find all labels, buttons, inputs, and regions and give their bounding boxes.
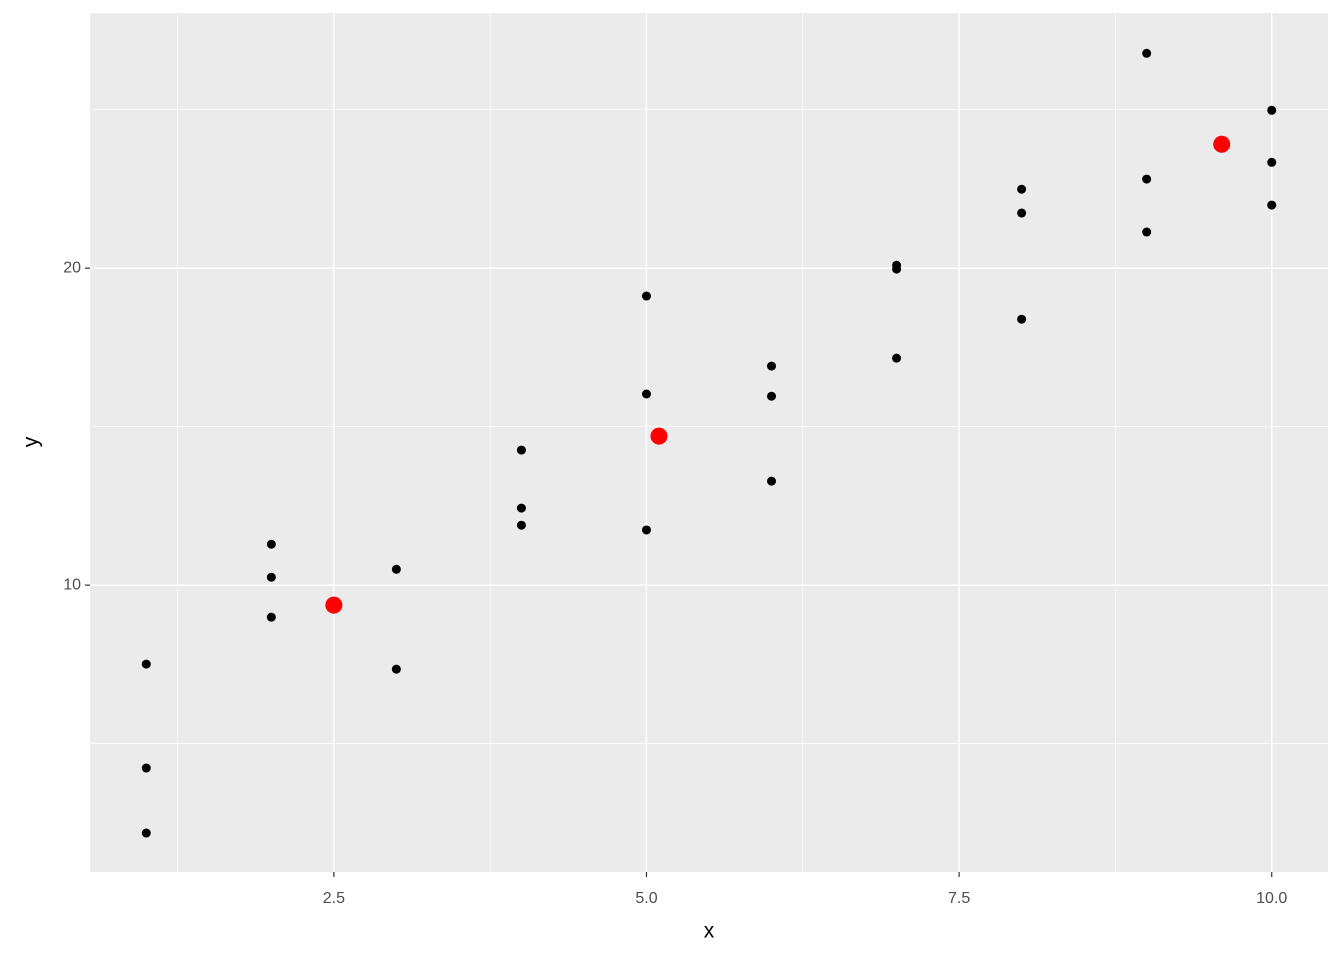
x-axis-title: x (704, 920, 715, 943)
x-tick-label: 2.5 (323, 890, 345, 907)
point (1017, 208, 1027, 218)
point (641, 291, 651, 301)
point (516, 503, 526, 513)
point (892, 353, 902, 363)
point (1267, 200, 1277, 210)
point (1142, 227, 1152, 237)
point (1142, 174, 1152, 184)
point (641, 525, 651, 535)
point (141, 659, 151, 669)
point (641, 389, 651, 399)
point (266, 572, 276, 582)
point (391, 564, 401, 574)
x-tick-label: 7.5 (948, 890, 970, 907)
y-tick-label: 10 (63, 576, 81, 593)
point (325, 596, 343, 614)
x-tick-label: 10.0 (1256, 890, 1287, 907)
point (266, 539, 276, 549)
y-axis-title: y (20, 436, 43, 447)
point (266, 612, 276, 622)
point (141, 828, 151, 838)
point (391, 664, 401, 674)
point (1017, 314, 1027, 324)
plot-panel (90, 13, 1328, 872)
x-tick-label: 5.0 (635, 890, 657, 907)
point (767, 361, 777, 371)
y-tick-label: 20 (63, 259, 81, 276)
point (516, 520, 526, 530)
point (1213, 135, 1231, 153)
point (767, 476, 777, 486)
point (1267, 105, 1277, 115)
point (767, 391, 777, 401)
point (516, 445, 526, 455)
point (1142, 48, 1152, 58)
point (141, 763, 151, 773)
point (650, 427, 668, 445)
point (892, 264, 902, 274)
point (1017, 184, 1027, 194)
point (1267, 157, 1277, 167)
